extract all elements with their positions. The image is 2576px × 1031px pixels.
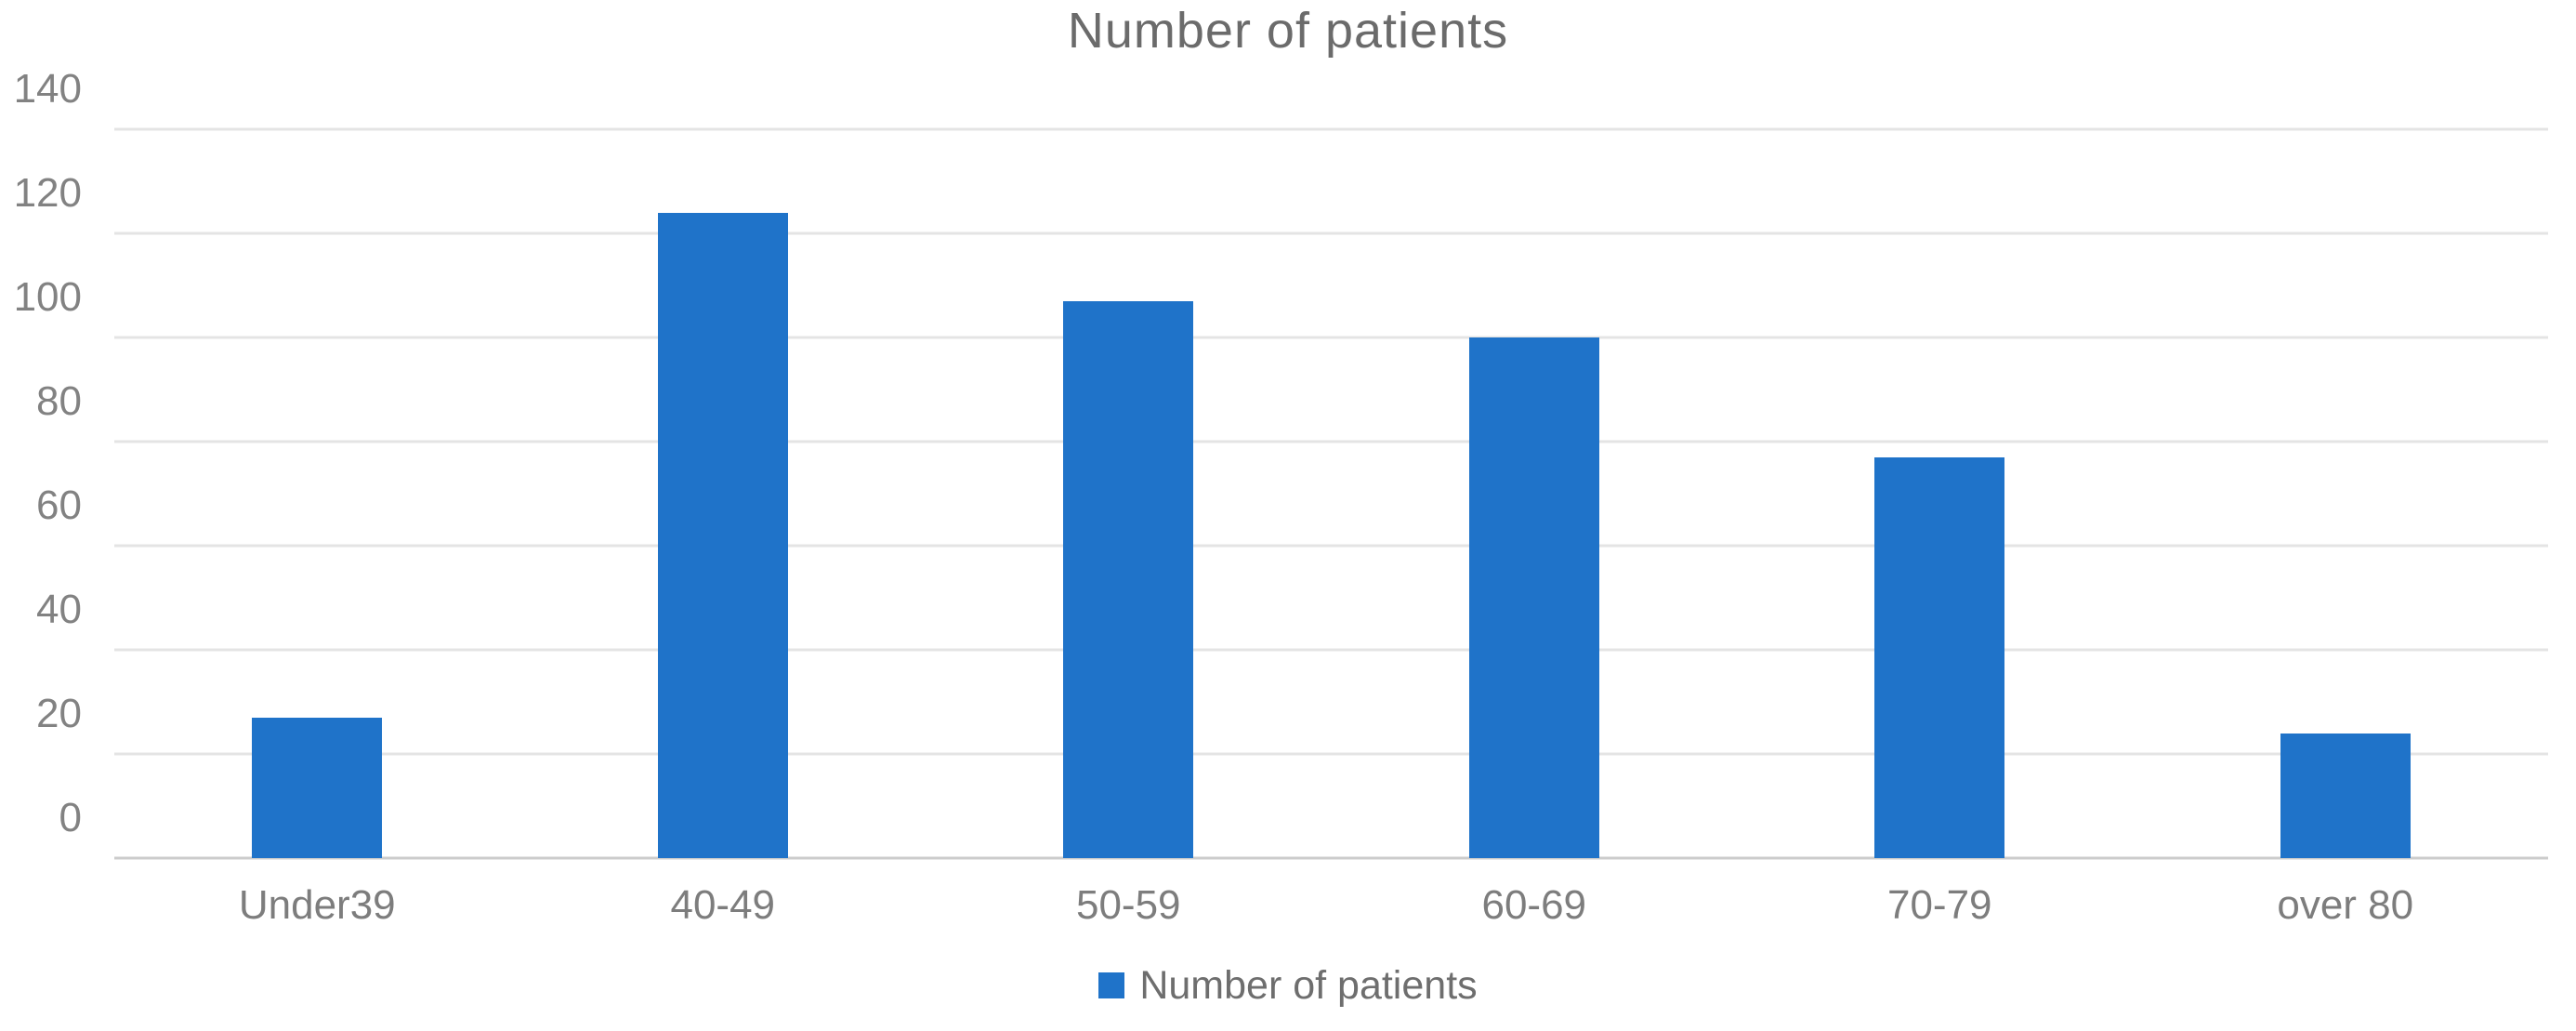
chart-title: Number of patients bbox=[1067, 3, 1509, 59]
y-tick-label: 100 bbox=[13, 274, 82, 320]
y-tick-label: 80 bbox=[36, 378, 82, 425]
y-tick-label: 60 bbox=[36, 482, 82, 528]
gridline bbox=[114, 336, 2548, 339]
y-tick-label: 120 bbox=[13, 170, 82, 216]
gridline bbox=[114, 752, 2548, 756]
legend: Number of patients bbox=[0, 959, 2576, 1011]
bar-70-79 bbox=[1874, 456, 2005, 858]
gridline bbox=[114, 544, 2548, 548]
bar-over-80 bbox=[2280, 733, 2411, 858]
x-axis-line bbox=[114, 856, 2548, 860]
gridline bbox=[114, 127, 2548, 131]
x-category-label: 40-49 bbox=[670, 882, 776, 928]
x-category-label: over 80 bbox=[2277, 882, 2414, 928]
y-tick-label: 140 bbox=[13, 66, 82, 112]
y-tick-label: 20 bbox=[36, 691, 82, 737]
plot-area: 0 20 40 60 80 100 120 140 Under39 40-49 50-59 60-6… bbox=[14, 69, 2548, 928]
x-category-label: 60-69 bbox=[1481, 882, 1587, 928]
bar-60-69 bbox=[1468, 337, 1599, 858]
legend-color-swatch-icon bbox=[1098, 972, 1125, 998]
gridline bbox=[114, 648, 2548, 652]
gridline bbox=[114, 231, 2548, 235]
y-tick-label: 40 bbox=[36, 587, 82, 633]
x-category-label: 70-79 bbox=[1886, 882, 1992, 928]
y-tick-label: 0 bbox=[59, 795, 82, 840]
x-category-label: 50-59 bbox=[1075, 882, 1181, 928]
bar-under39 bbox=[252, 717, 383, 858]
legend-series-label: Number of patients bbox=[1139, 962, 1478, 1008]
gridline bbox=[114, 440, 2548, 443]
bar-40-49 bbox=[657, 212, 788, 858]
x-category-label: Under39 bbox=[238, 882, 396, 928]
bar-50-59 bbox=[1063, 300, 1194, 858]
